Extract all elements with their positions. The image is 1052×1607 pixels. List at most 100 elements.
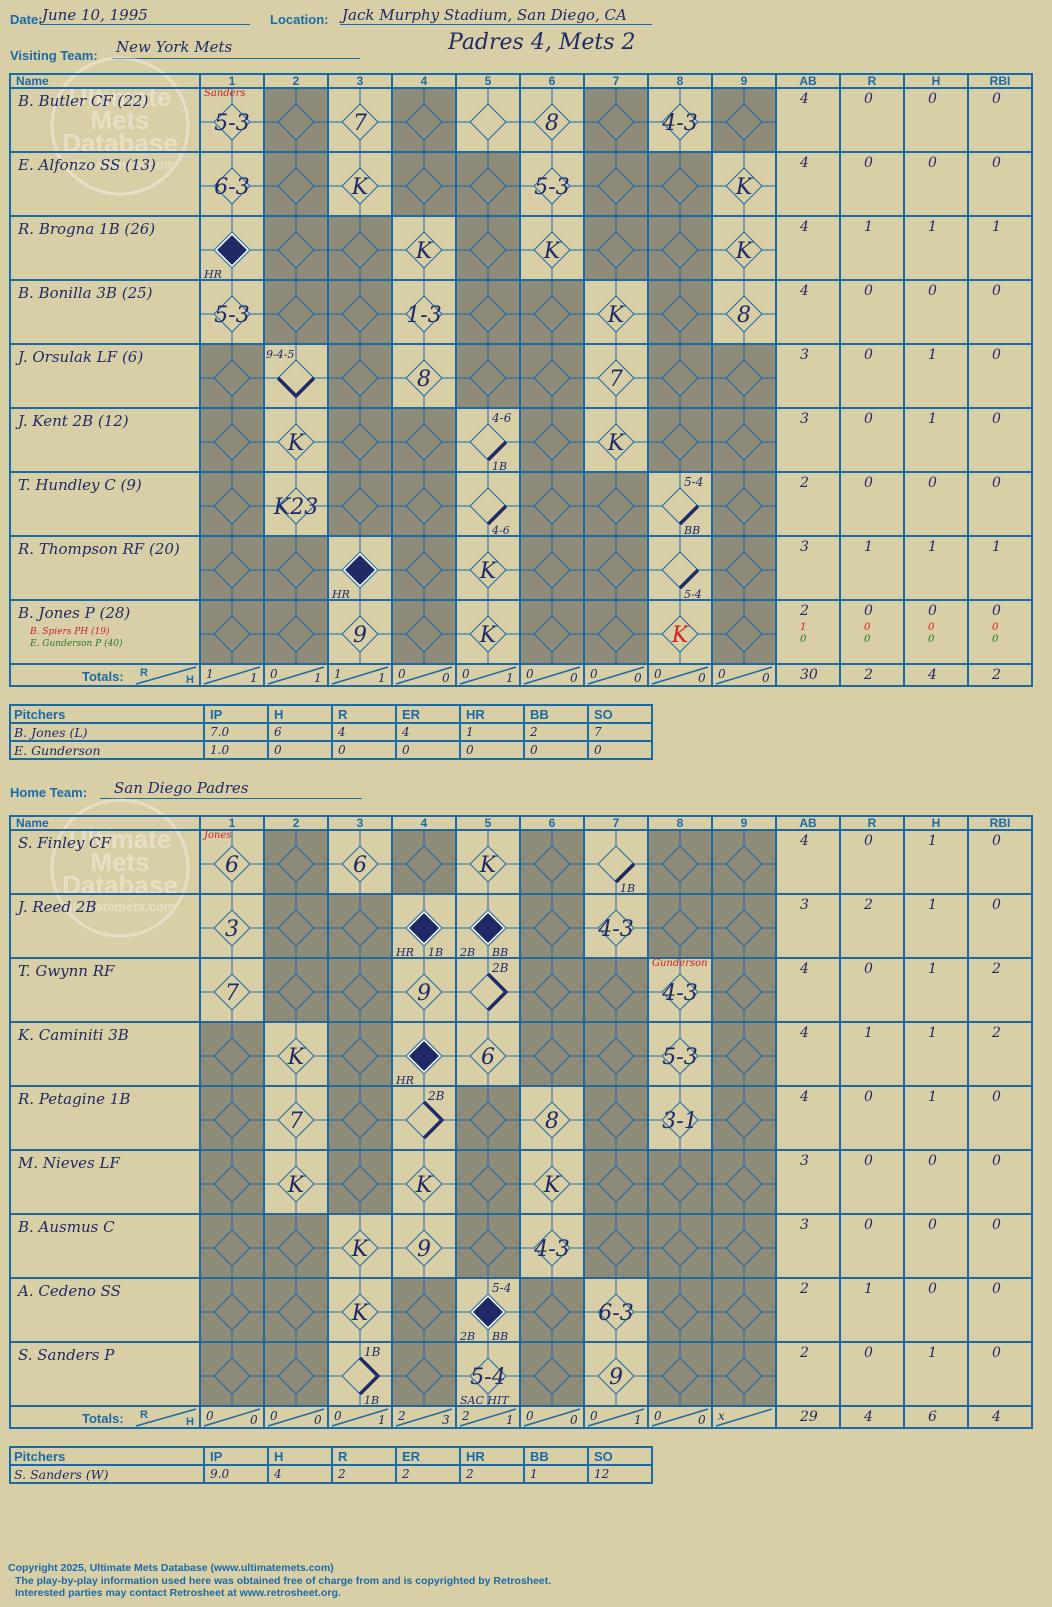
pitcher-name: E. Gunderson [13,743,101,758]
inning-hits: 1 [314,671,322,685]
substitution-note: Jones [202,830,232,841]
total-stat: 4 [991,1409,1001,1425]
player-stat: 2 [799,475,809,491]
pitching-stat-header: BB [530,1449,549,1464]
play-note: BB [491,1330,508,1343]
player-stat: 0 [864,283,873,299]
player-stat: 0 [992,155,1001,171]
inning-runs: x [718,1409,725,1423]
player-stat: 0 [928,475,937,491]
watermark-text: Mets [90,847,149,877]
player-stat: 1 [928,897,937,913]
inning-header: 5 [485,74,492,88]
location-underline [340,24,652,25]
substitute-stat: 0 [928,634,935,645]
player-stat: 0 [864,961,873,977]
total-stat: 4 [927,667,937,683]
play-result: 9 [609,1365,623,1390]
play-result: 7 [289,1109,303,1134]
base-diamond [469,487,507,525]
play-note: 1B [620,882,635,895]
inning-runs: 0 [654,667,662,681]
totals-label: Totals: [82,1411,124,1426]
watermark-ring [50,56,190,196]
totals-r-label: R [140,667,148,679]
totals-divider [135,666,197,685]
play-note: 2B [459,946,475,959]
watermark-text: Mets [90,105,149,135]
play-result: K [415,1173,434,1198]
player-stat: 0 [864,1153,873,1169]
player-stat: 3 [800,897,809,913]
pitching-stat-header: SO [594,1449,613,1464]
inning-runs: 0 [526,1409,534,1423]
inning-header: 4 [421,74,428,88]
play-result: K [671,623,690,648]
scored-run-diamond [214,232,250,268]
play-note: 1B [364,1394,379,1407]
player-stat: 1 [992,539,1001,555]
inning-runs: 0 [270,1409,278,1423]
inning-hits: 1 [378,671,386,685]
player-stat: 0 [992,475,1001,491]
inning-total-divider [651,1408,709,1427]
play-result: K [415,239,434,264]
play-result: K [479,623,498,648]
play-result: K [287,431,306,456]
player-stat: 3 [800,539,809,555]
player-stat: 4 [799,283,809,299]
inning-total-divider [651,666,709,685]
play-result: K [287,1173,306,1198]
pitching-stat-header: ER [402,1449,421,1464]
player-name: R. Petagine 1B [17,1090,130,1108]
inning-header: 7 [613,816,620,830]
play-result: 7 [225,981,239,1006]
base-diamond [341,1357,379,1395]
play-result: K [543,239,562,264]
play-result: 1-3 [406,303,441,328]
play-result: K [479,559,498,584]
pitcher-stat: 0 [530,743,538,757]
substitute-stat: 0 [992,622,999,633]
basepath-mark [422,1100,445,1140]
substitute-stat: 0 [864,634,871,645]
date-label: Date: [10,12,43,27]
location-label: Location: [270,12,329,27]
inning-header: 9 [741,74,748,88]
play-note: 5-4 [492,1281,511,1295]
inning-header: 6 [549,74,556,88]
play-note: SAC HIT [460,1394,510,1407]
player-stat: 3 [800,1217,809,1233]
stat-header: R [868,74,877,88]
play-result: 8 [545,1109,559,1134]
play-result: K [479,853,498,878]
visiting-team-underline [112,58,360,59]
stat-header: AB [799,816,817,830]
play-result: 6 [353,853,367,878]
play-result: K [607,431,626,456]
pitcher-stat: 2 [337,1467,346,1481]
substitute-stat: 0 [992,634,999,645]
player-stat: 1 [928,833,937,849]
player-stat: 1 [864,539,873,555]
inning-header: 9 [741,816,748,830]
pitcher-stat: 0 [466,743,474,757]
pitcher-stat: 1.0 [210,743,229,757]
stat-header: H [932,74,941,88]
home-team-underline [100,798,362,799]
play-result: 4-3 [661,981,697,1006]
total-stat: 4 [863,1409,873,1425]
play-result: 3-1 [662,1109,697,1134]
pitcher-name: S. Sanders (W) [14,1467,109,1482]
play-note: 4-6 [491,411,512,425]
totals-h-label: H [186,1416,194,1428]
inning-runs: 0 [654,1409,662,1423]
inning-hits: 0 [762,671,770,685]
inning-hits: 0 [698,1413,706,1427]
game-date: June 10, 1995 [42,6,148,24]
base-diamond [469,423,507,461]
play-result: K [351,175,370,200]
play-result: 5-3 [534,175,569,200]
basepath-mark [276,376,316,399]
play-result: K [351,1301,370,1326]
